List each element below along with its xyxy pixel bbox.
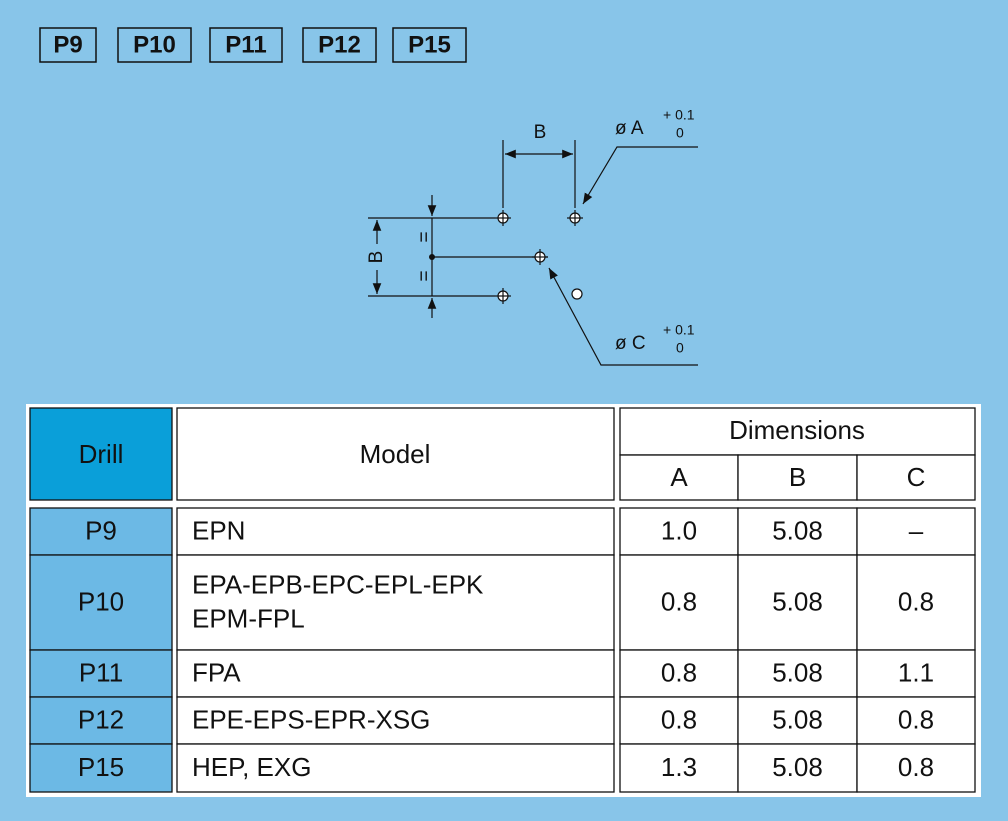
drill-tab-label: P10 [133,31,176,58]
drill-tab-label: P12 [318,31,361,58]
table-text: 0.8 [661,657,697,687]
model-cell [176,507,615,556]
drill-tab [392,27,467,63]
table-text: EPN [192,515,245,545]
dimension-label: B [534,122,547,143]
table-text: A [670,462,688,492]
table-text: EPA-EPB-EPC-EPL-EPK [192,569,484,599]
header-cell [176,407,615,501]
dimension-cell [856,507,976,556]
dimension-label: B [366,251,387,264]
equal-mark: = [412,270,433,281]
header-cell [619,454,739,501]
model-cell [176,554,615,651]
drill-diagram: B B = = ø A + 0.1 0 ø C + 0.1 0 [366,107,698,366]
table-text: 0.8 [898,704,934,734]
drill-tab-label: P9 [53,31,82,58]
tolerance: 0 [676,340,684,356]
table-text: Dimensions [729,415,865,445]
table-text: EPM-FPL [192,603,305,633]
dimension-cell [619,649,739,698]
table-text: 5.08 [772,704,823,734]
tolerance: 0 [676,125,684,141]
table-text: P12 [78,704,124,734]
tolerance: + 0.1 [663,322,695,338]
dimension-cell [619,507,739,556]
table-text: Drill [79,439,124,469]
table-text: 5.08 [772,515,823,545]
equal-mark: = [412,231,433,242]
table-text: P9 [85,515,117,545]
table-text: C [907,462,926,492]
table-text: 1.3 [661,752,697,782]
hole [495,210,583,304]
table-text: HEP, EXG [192,752,311,782]
drill-tab [302,27,377,63]
table-text: Model [360,439,431,469]
dimension-cell [737,507,858,556]
model-cell [176,696,615,745]
drill-cell [29,743,173,793]
table-text: P11 [79,657,123,687]
header-cell [737,454,858,501]
table-text: 0.8 [661,704,697,734]
tolerance: + 0.1 [663,107,695,123]
drill-cell [29,554,173,651]
hole-label: ø A [615,118,644,139]
table-text: FPA [192,657,241,687]
table-text: B [789,462,806,492]
table-text: 1.0 [661,515,697,545]
table-text: P15 [78,752,124,782]
model-cell [176,649,615,698]
drill-cell [29,507,173,556]
drill-cell [29,649,173,698]
table-text: EPE-EPS-EPR-XSG [192,704,430,734]
hole-label: ø C [615,333,646,354]
table-text: 5.08 [772,586,823,616]
header-cell [29,407,173,501]
table-text: – [909,515,924,545]
table-text: 1.1 [898,657,934,687]
drill-tab [117,27,192,63]
drill-tab [209,27,283,63]
drill-tab-label: P11 [225,31,266,58]
table-text: 5.08 [772,657,823,687]
dimension-cell [856,696,976,745]
table-text: 0.8 [898,586,934,616]
drill-tab-label: P15 [408,31,451,58]
table-text: 0.8 [898,752,934,782]
header-cell [856,454,976,501]
table-text: P10 [78,586,124,616]
drill-tab [39,27,97,63]
dimension-cell [737,743,858,793]
dimension-cell [856,743,976,793]
table-text: 5.08 [772,752,823,782]
table-text: 0.8 [661,586,697,616]
dimension-cell [856,554,976,651]
header-cell [619,407,976,456]
dimension-cell [619,743,739,793]
dimension-cell [737,696,858,745]
model-cell [176,743,615,793]
